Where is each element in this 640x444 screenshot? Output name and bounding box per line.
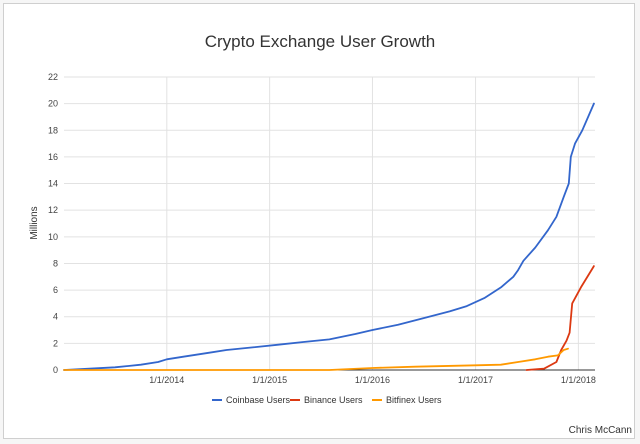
author-credit: Chris McCann xyxy=(568,425,632,436)
chart-title: Crypto Exchange User Growth xyxy=(204,32,436,51)
x-tick-label: 1/1/2016 xyxy=(355,375,390,385)
y-tick-label: 2 xyxy=(53,338,58,348)
y-tick-label: 22 xyxy=(48,72,58,82)
y-tick-label: 8 xyxy=(53,258,58,268)
coinbase-users-legend-label: Coinbase Users xyxy=(226,395,291,405)
y-axis-label: Millions xyxy=(29,206,40,239)
axes: 0 2 4 6 8 10 12 14 16 18 20 22 1/1/2014 1/1/2015 1/1/2… xyxy=(48,72,596,385)
binance-users-line xyxy=(525,265,595,371)
y-tick-label: 6 xyxy=(53,285,58,295)
coinbase-users-line xyxy=(63,102,595,371)
y-tick-label: 18 xyxy=(48,125,58,135)
chart-frame xyxy=(3,3,635,439)
x-tick-label: 1/1/2018 xyxy=(561,375,596,385)
bitfinex-users-line xyxy=(63,347,569,371)
y-tick-label: 12 xyxy=(48,205,58,215)
y-tick-label: 20 xyxy=(48,99,58,109)
y-tick-label: 14 xyxy=(48,179,58,189)
y-tick-label: 4 xyxy=(53,312,58,322)
y-tick-label: 0 xyxy=(53,365,58,375)
binance-users-legend-label: Binance Users xyxy=(304,395,363,405)
legend: Coinbase Users Binance Users Bitfinex User… xyxy=(212,395,442,405)
series-lines xyxy=(63,102,595,371)
y-tick-label: 16 xyxy=(48,152,58,162)
x-tick-label: 1/1/2017 xyxy=(458,375,493,385)
bitfinex-users-legend-label: Bitfinex Users xyxy=(386,395,442,405)
x-tick-label: 1/1/2014 xyxy=(149,375,184,385)
gridlines xyxy=(64,76,595,370)
x-tick-label: 1/1/2015 xyxy=(252,375,287,385)
y-tick-label: 10 xyxy=(48,232,58,242)
